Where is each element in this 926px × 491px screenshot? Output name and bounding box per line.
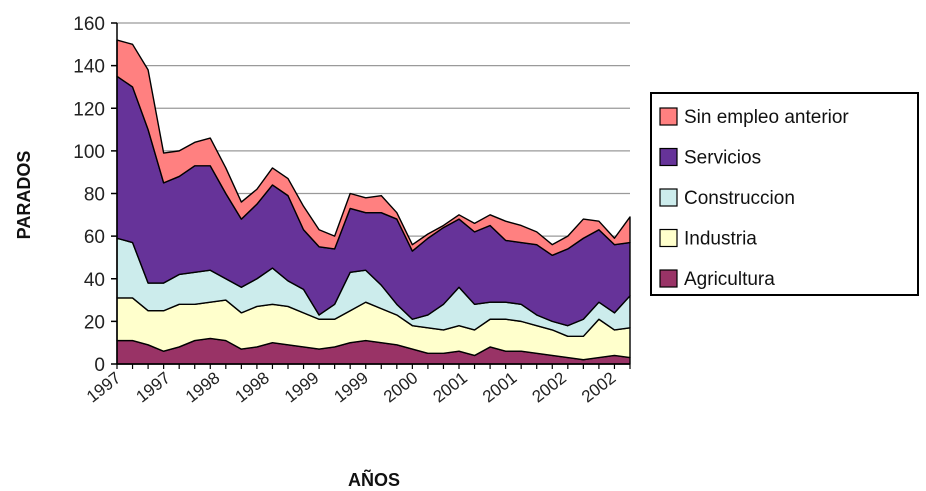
x-tick-label: 1998 [231, 368, 273, 406]
x-tick-label: 2002 [578, 368, 620, 406]
area-series [116, 39, 631, 365]
y-tick-label: 160 [73, 14, 105, 35]
y-tick-label: 60 [84, 227, 105, 248]
legend-label: Construccion [684, 188, 795, 209]
x-tick-label: 1999 [281, 368, 323, 406]
y-axis-title: PARADOS [14, 151, 34, 240]
area-sin-empleo-anterior [116, 39, 631, 257]
y-tick-label: 80 [84, 185, 105, 206]
x-tick-label: 2002 [528, 368, 570, 406]
y-tick-label: 120 [73, 99, 105, 120]
y-tick-label: 100 [73, 142, 105, 163]
legend-swatch [659, 107, 678, 126]
x-tick-label: 2001 [479, 368, 521, 406]
legend-frame [650, 92, 919, 296]
x-tick-label: 1999 [330, 368, 372, 406]
legend-swatch [659, 228, 678, 248]
x-tick-label: 1998 [182, 368, 224, 406]
legend-label: Servicios [684, 148, 761, 169]
x-axis-title: AÑOS [348, 469, 400, 490]
legend-swatch [659, 269, 678, 288]
y-tick-label: 140 [73, 57, 105, 78]
legend-label: Industria [684, 229, 757, 250]
legend-swatch [659, 147, 678, 167]
y-tick-labels: 0 20 40 60 80 100 120 140 160 [73, 14, 105, 376]
axes [111, 22, 631, 369]
x-tick-labels: 1997 1997 1998 1998 1999 1999 2000 2001 2001 2002… [83, 368, 620, 406]
legend-label: Agricultura [684, 269, 775, 290]
x-tick-label: 2001 [429, 368, 471, 406]
y-tick-label: 40 [84, 270, 105, 291]
x-tick-label: 1997 [132, 368, 174, 406]
x-tick-label: 2000 [380, 368, 422, 406]
legend-swatch [659, 188, 678, 207]
y-tick-label: 0 [94, 355, 105, 376]
legend: Sin empleo anterior Servicios Construccion… [650, 92, 919, 296]
y-tick-label: 20 [84, 312, 105, 333]
legend-label: Sin empleo anterior [684, 107, 849, 128]
